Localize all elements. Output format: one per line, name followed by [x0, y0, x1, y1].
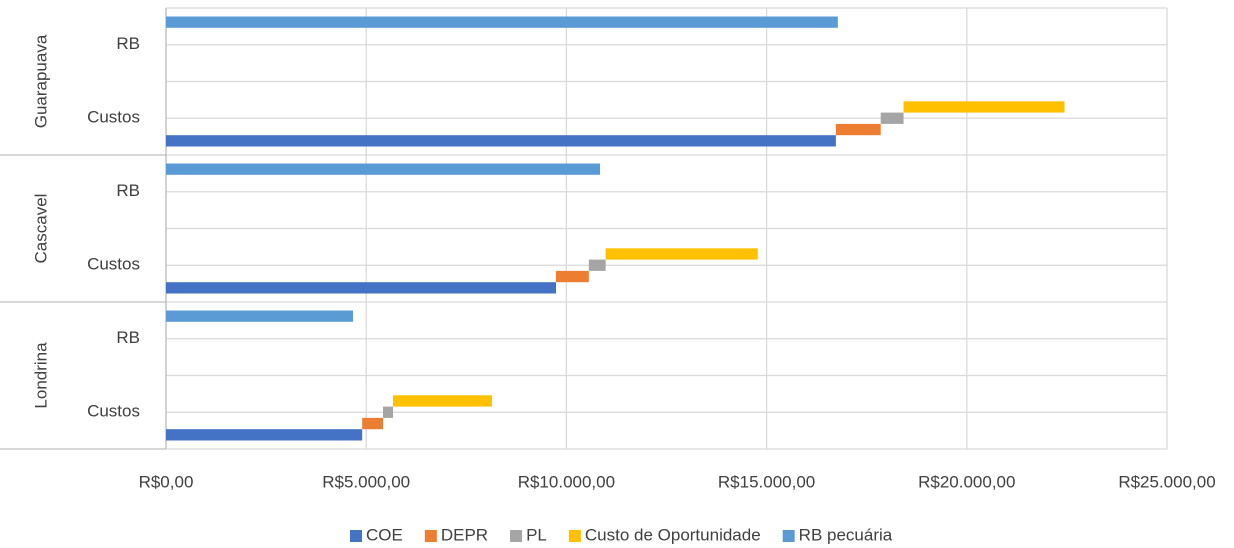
bar	[383, 406, 394, 418]
legend-label: COE	[366, 525, 403, 544]
x-tick-label: R$5.000,00	[322, 472, 410, 491]
bar	[605, 248, 758, 260]
x-tick-label: R$10.000,00	[518, 472, 615, 491]
bar	[166, 310, 353, 322]
group-label: Londrina	[31, 342, 50, 409]
category-label: RB	[116, 181, 140, 200]
legend-swatch	[510, 530, 523, 542]
x-tick-label: R$20.000,00	[918, 472, 1015, 491]
bar	[166, 282, 556, 294]
bar	[835, 123, 881, 136]
category-label: Custos	[87, 255, 140, 274]
x-tick-label: R$0,00	[139, 472, 194, 491]
legend-label: DEPR	[441, 525, 488, 544]
legend-swatch	[424, 530, 437, 542]
bar	[362, 417, 384, 430]
category-label: RB	[116, 34, 140, 53]
bar	[555, 270, 589, 283]
group-label: Cascavel	[31, 194, 50, 264]
legend-swatch	[782, 530, 795, 542]
bar	[166, 163, 601, 175]
legend-swatch	[568, 530, 581, 542]
category-label: Custos	[87, 108, 140, 127]
bar	[166, 429, 363, 441]
bar	[588, 259, 606, 271]
category-label: Custos	[87, 402, 140, 421]
x-tick-label: R$25.000,00	[1118, 472, 1215, 491]
bar	[166, 135, 836, 147]
category-label: RB	[116, 328, 140, 347]
legend-swatch	[350, 530, 362, 542]
legend-label: RB pecuária	[799, 525, 893, 544]
bar	[880, 112, 904, 124]
bar	[903, 101, 1065, 113]
bar	[166, 16, 838, 28]
legend-label: Custo de Oportunidade	[585, 525, 761, 544]
bar	[393, 395, 492, 407]
x-tick-label: R$15.000,00	[718, 472, 815, 491]
legend-label: PL	[526, 525, 547, 544]
group-label: Guarapuava	[31, 34, 50, 128]
